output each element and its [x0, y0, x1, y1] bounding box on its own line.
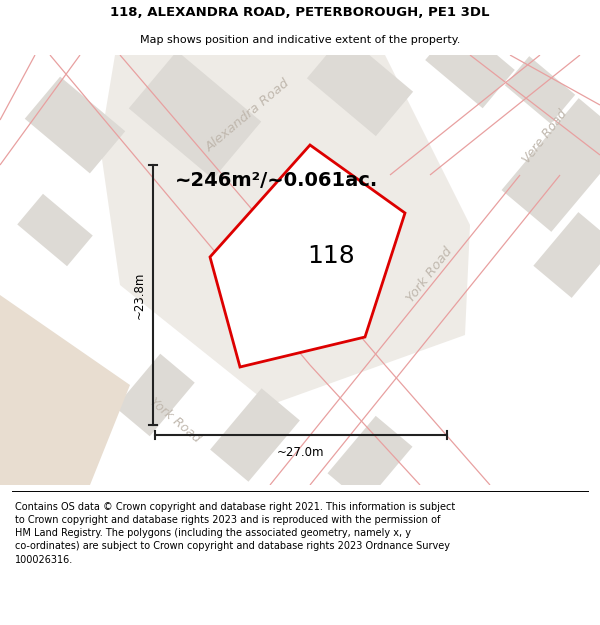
Text: ~246m²/~0.061ac.: ~246m²/~0.061ac. — [175, 171, 378, 189]
Polygon shape — [210, 388, 300, 482]
Polygon shape — [502, 98, 600, 232]
Polygon shape — [210, 145, 405, 367]
Polygon shape — [328, 416, 412, 504]
Text: Alexandra Road: Alexandra Road — [203, 76, 293, 154]
Text: York Road: York Road — [147, 395, 203, 445]
Polygon shape — [17, 194, 93, 266]
Polygon shape — [533, 212, 600, 298]
Polygon shape — [100, 55, 470, 405]
Text: 118, ALEXANDRA ROAD, PETERBOROUGH, PE1 3DL: 118, ALEXANDRA ROAD, PETERBOROUGH, PE1 3… — [110, 6, 490, 19]
Text: ~23.8m: ~23.8m — [133, 271, 146, 319]
Polygon shape — [505, 56, 575, 124]
Text: Map shows position and indicative extent of the property.: Map shows position and indicative extent… — [140, 34, 460, 44]
Polygon shape — [307, 34, 413, 136]
Text: York Road: York Road — [404, 245, 455, 305]
Polygon shape — [0, 295, 130, 485]
Polygon shape — [425, 22, 515, 108]
Polygon shape — [25, 77, 125, 173]
Text: 118: 118 — [307, 244, 355, 268]
Text: Vere Road: Vere Road — [520, 107, 570, 166]
Text: ~27.0m: ~27.0m — [277, 446, 325, 459]
Polygon shape — [115, 354, 195, 436]
Text: Contains OS data © Crown copyright and database right 2021. This information is : Contains OS data © Crown copyright and d… — [15, 502, 455, 564]
Polygon shape — [129, 51, 261, 179]
